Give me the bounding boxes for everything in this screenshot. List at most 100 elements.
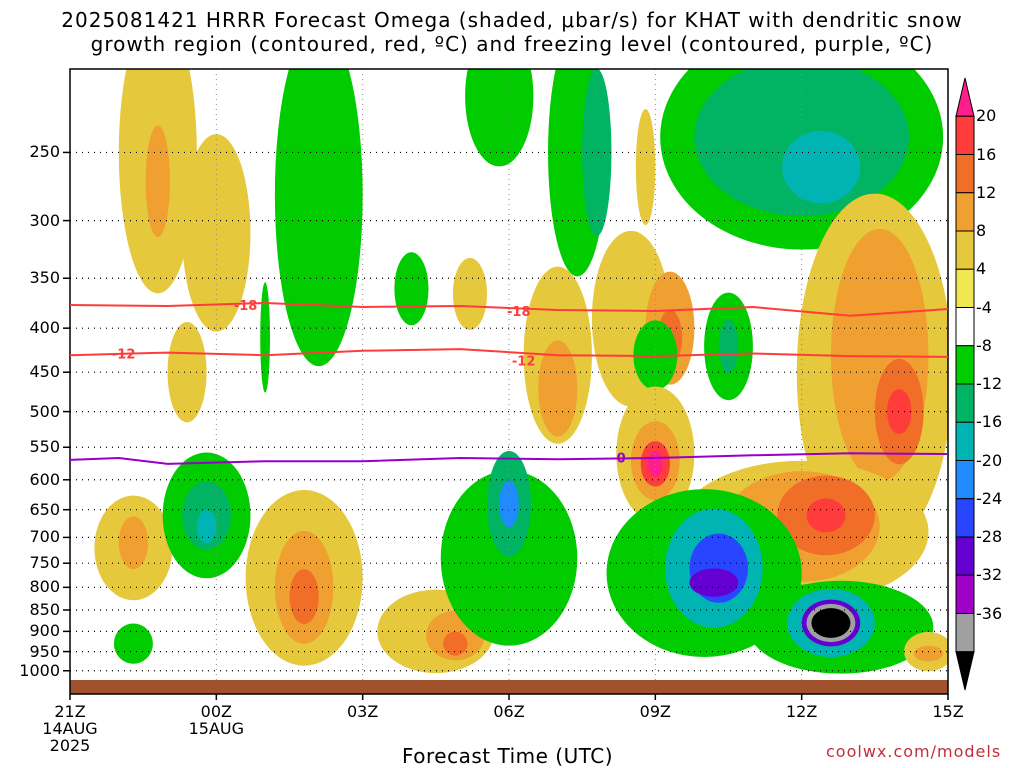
omega-region-neg16 [782, 131, 861, 204]
omega-region-pos4 [182, 134, 251, 332]
x-tick-label: 00Z [200, 702, 232, 721]
omega-region-neg8 [394, 252, 429, 326]
credit-link[interactable]: coolwx.com/models [826, 742, 1002, 761]
colorbar [955, 77, 975, 691]
contour-label: -12 [512, 354, 536, 369]
omega-region-pos8 [118, 516, 149, 570]
colorbar-swatch [955, 613, 975, 653]
colorbar-label: -24 [976, 488, 1003, 508]
omega-region-neg28 [689, 568, 739, 597]
chart-title-line-2: growth region (contoured, red, ºC) and f… [90, 32, 934, 56]
colorbar-swatch [955, 192, 975, 232]
omega-region-neg8 [440, 470, 578, 646]
colorbar-swatch [955, 115, 975, 155]
x-tick-label: 15Z [932, 702, 964, 721]
omega-region-pos12 [289, 569, 319, 624]
colorbar-swatch [955, 77, 975, 117]
x-tick-label: 06Z [493, 702, 525, 721]
omega-region-pos4 [635, 109, 656, 226]
omega-region-neg12 [718, 319, 739, 374]
contour-line--18 [69, 301, 949, 317]
colorbar-label: -16 [976, 412, 1003, 432]
colorbar-swatch [955, 574, 975, 614]
omega-region-neg8 [113, 623, 153, 664]
x-tick-label: 09Z [639, 702, 671, 721]
contour-label: -12 [112, 347, 136, 362]
contour-label: -18 [234, 299, 258, 314]
omega-region-neg8 [274, 69, 363, 367]
x-axis-title: Forecast Time (UTC) [402, 744, 614, 768]
y-tick-label: 1000 [19, 660, 60, 680]
y-tick-label: 500 [29, 401, 60, 421]
colorbar-swatch [955, 307, 975, 347]
omega-region-neg8 [260, 282, 270, 393]
omega-region-pos8 [145, 125, 170, 238]
y-tick-label: 600 [29, 469, 60, 489]
colorbar-label: 8 [976, 221, 987, 240]
y-tick-label: 700 [29, 527, 60, 547]
omega-region-pos16 [887, 389, 912, 435]
y-tick-label: 900 [29, 621, 60, 641]
x-tick-label: 21Z [54, 702, 86, 721]
omega-region-neg12 [582, 69, 612, 237]
ground-bar [70, 680, 948, 694]
x-tick-label: 2025 [49, 736, 91, 755]
colorbar-label: -28 [976, 527, 1003, 546]
colorbar-label: -36 [976, 603, 1003, 623]
y-tick-label: 400 [29, 318, 60, 338]
colorbar-swatch [955, 383, 975, 423]
colorbar-swatch [955, 460, 975, 500]
colorbar-swatch [955, 498, 975, 538]
colorbar-label: 20 [976, 106, 997, 126]
y-tick-label: 300 [29, 210, 60, 230]
colorbar-swatch [955, 536, 975, 576]
colorbar-label: -12 [976, 374, 1003, 393]
y-tick-label: 750 [29, 553, 60, 573]
colorbar-swatch [955, 230, 975, 270]
colorbar-label: -4 [976, 297, 992, 317]
colorbar-swatch [955, 345, 975, 385]
x-tick-label: 03Z [346, 702, 379, 721]
y-tick-label: 250 [29, 142, 60, 162]
x-tick-label: 14AUG [42, 719, 98, 738]
y-tick-label: 850 [29, 600, 60, 619]
colorbar-swatch [955, 154, 975, 194]
omega-field [70, 69, 948, 680]
chart-title-line-1: 2025081421 HRRR Forecast Omega (shaded, … [61, 8, 963, 32]
omega-region-neg36 [811, 608, 851, 638]
colorbar-label: 4 [976, 259, 987, 279]
y-tick-label: 650 [29, 499, 60, 519]
y-tick-label: 350 [29, 268, 60, 288]
contour-line-0 [69, 452, 949, 465]
y-tick-label: 450 [29, 362, 60, 382]
colorbar-swatch [955, 651, 975, 691]
grid [63, 69, 949, 700]
x-tick-label: 12Z [785, 702, 818, 721]
colorbar-label: -32 [976, 565, 1003, 585]
y-tick-label: 800 [29, 577, 60, 597]
omega-region-pos8 [913, 645, 944, 662]
omega-region-neg20 [499, 480, 519, 528]
colorbar-label: -20 [976, 450, 1003, 470]
omega-region-neg16 [196, 510, 217, 544]
omega-region-pos12 [443, 631, 468, 656]
y-tick-label: 950 [29, 641, 60, 661]
contour-label: 0 [617, 451, 626, 466]
omega-region-neg8 [465, 69, 534, 167]
colorbar-swatch [955, 268, 975, 308]
contour-line--12 [69, 348, 949, 358]
omega-region-pos8 [538, 340, 578, 437]
omega-region-pos4 [167, 322, 207, 423]
omega-region-pos16 [806, 498, 846, 533]
plot-frame [69, 68, 949, 695]
contour-label: -18 [507, 305, 531, 320]
y-tick-label: 550 [29, 437, 60, 457]
colorbar-label: 12 [976, 182, 997, 202]
omega-region-pos4 [452, 257, 488, 330]
colorbar-label: 16 [976, 144, 997, 164]
x-tick-label: 15AUG [188, 719, 245, 738]
colorbar-label: -8 [976, 335, 992, 355]
colorbar-swatch [955, 421, 975, 461]
